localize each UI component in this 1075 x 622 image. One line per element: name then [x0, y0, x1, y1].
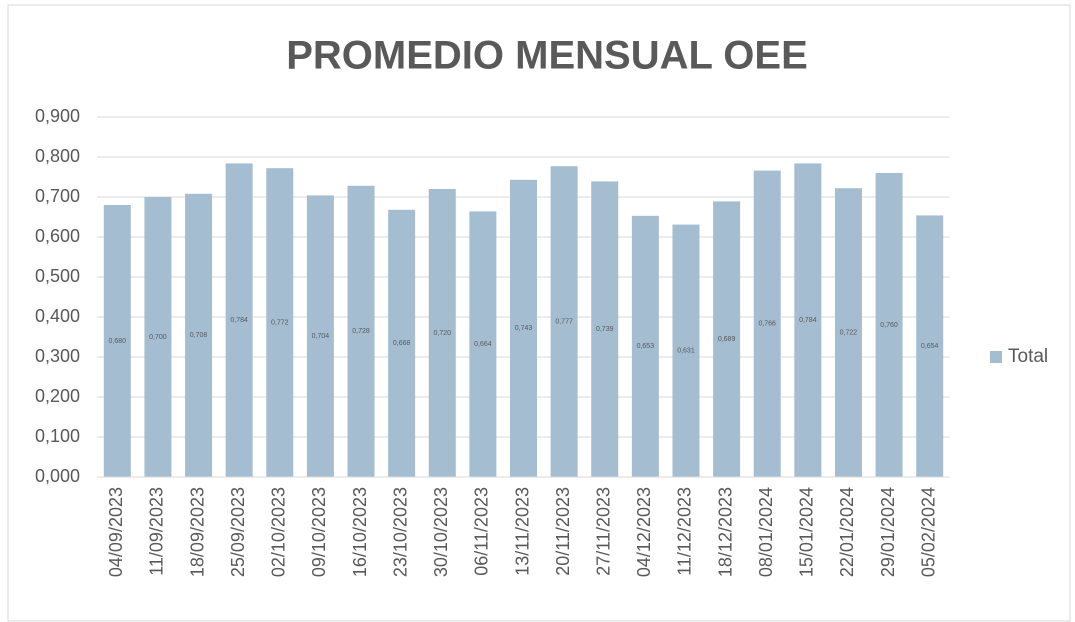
bar [388, 209, 416, 478]
bar [631, 215, 659, 478]
y-tick-label: 0,800 [35, 146, 80, 166]
x-tick-label: 20/11/2023 [553, 487, 573, 576]
x-tick-label: 04/09/2023 [106, 487, 126, 577]
bar [753, 170, 781, 477]
x-tick-label: 15/01/2024 [797, 487, 817, 577]
bar [510, 179, 537, 478]
data-label: 0,728 [352, 328, 370, 335]
x-tick-label: 11/09/2023 [147, 487, 167, 576]
data-label: 0,631 [677, 348, 695, 355]
x-tick-label: 08/01/2024 [756, 487, 776, 577]
bar [185, 193, 213, 478]
data-label: 0,700 [149, 334, 167, 341]
x-tick-label: 23/10/2023 [390, 487, 410, 577]
data-label: 0,720 [433, 330, 451, 337]
data-label: 0,680 [109, 338, 127, 345]
bar [469, 211, 497, 477]
y-tick-label: 0,600 [35, 226, 80, 246]
data-label: 0,722 [840, 329, 858, 336]
x-tick-label: 06/11/2023 [472, 487, 492, 576]
data-label: 0,772 [271, 319, 289, 326]
data-label: 0,689 [718, 336, 736, 343]
x-tick-label: 05/02/2024 [918, 487, 938, 577]
bar [916, 215, 944, 477]
y-tick-label: 0,500 [35, 266, 80, 286]
data-label: 0,704 [312, 333, 330, 340]
bar [428, 189, 456, 477]
x-tick-label: 13/11/2023 [512, 487, 532, 576]
y-tick-label: 0,100 [35, 426, 80, 446]
bar [347, 185, 375, 478]
bar [591, 181, 619, 477]
y-tick-label: 0,900 [35, 106, 80, 126]
y-tick-label: 0,300 [35, 346, 80, 366]
bar [225, 163, 253, 477]
legend-swatch [990, 351, 1002, 363]
bar [306, 195, 334, 477]
y-tick-label: 0,000 [35, 466, 80, 486]
data-label: 0,766 [758, 321, 776, 328]
y-tick-label: 0,400 [35, 306, 80, 326]
x-tick-label: 25/09/2023 [228, 487, 248, 577]
bar [672, 224, 700, 477]
data-label: 0,654 [921, 343, 939, 350]
x-tick-label: 04/12/2023 [634, 487, 654, 577]
bar [266, 168, 294, 477]
x-tick-label: 22/01/2024 [837, 487, 857, 577]
data-label: 0,708 [190, 332, 208, 339]
chart-title: PROMEDIO MENSUAL OEE [286, 34, 808, 78]
data-label: 0,664 [474, 341, 492, 348]
bar [103, 205, 131, 477]
legend-label: Total [1008, 346, 1048, 367]
x-tick-label: 18/12/2023 [715, 487, 735, 577]
data-label: 0,668 [393, 340, 411, 347]
x-tick-label: 16/10/2023 [350, 487, 370, 577]
data-label: 0,777 [555, 318, 573, 325]
x-tick-label: 11/12/2023 [675, 487, 695, 576]
y-tick-label: 0,200 [35, 386, 80, 406]
x-tick-label: 30/10/2023 [431, 487, 451, 577]
bar [144, 197, 172, 477]
data-label: 0,653 [637, 343, 655, 350]
data-label: 0,739 [596, 326, 614, 333]
bar [794, 163, 822, 477]
bar [875, 173, 903, 477]
data-label: 0,784 [230, 317, 248, 324]
bar [713, 201, 741, 477]
bar [550, 166, 578, 477]
y-tick-label: 0,700 [35, 186, 80, 206]
data-label: 0,760 [880, 322, 898, 329]
data-label: 0,784 [799, 317, 817, 324]
x-tick-label: 27/11/2023 [593, 487, 613, 576]
data-label: 0,743 [515, 325, 533, 332]
x-tick-label: 29/01/2024 [878, 487, 898, 577]
x-tick-label: 02/10/2023 [269, 487, 289, 577]
x-tick-label: 09/10/2023 [309, 487, 329, 577]
bar [834, 188, 862, 477]
x-tick-label: 18/09/2023 [187, 487, 207, 577]
